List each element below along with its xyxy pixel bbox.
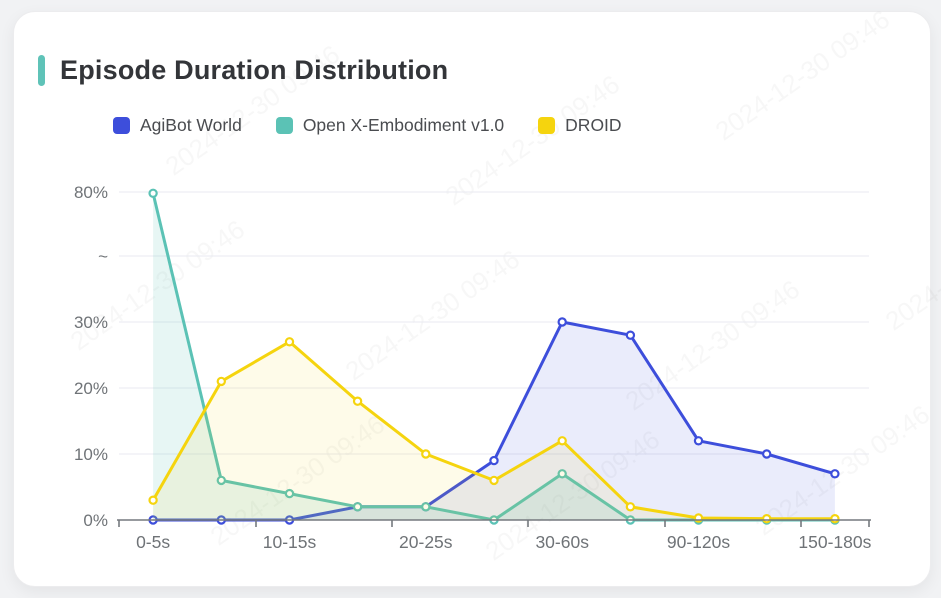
legend-swatch-icon [275,117,293,134]
data-point-agibot-world-9[interactable] [762,449,772,459]
data-point-droid-6[interactable] [557,436,567,446]
data-point-agibot-world-6[interactable] [557,317,567,327]
series-area-agibot-world [153,322,835,520]
legend: AgiBot World Open X-Embodiment v1.0 DROID [113,115,622,136]
data-point-agibot-world-5[interactable] [489,455,499,466]
data-point-open-x-embodiment-v1-0-2[interactable] [284,488,295,499]
data-point-droid-9[interactable] [762,514,772,524]
y-axis-label: 80% [74,183,108,202]
series-area-open-x-embodiment-v1-0 [153,193,835,521]
y-axis-label: 0% [83,511,108,530]
data-point-droid-3[interactable] [352,396,363,406]
x-axis-label: 30-60s [535,532,589,552]
data-point-open-x-embodiment-v1-0-0[interactable] [148,188,158,198]
data-point-open-x-embodiment-v1-0-4[interactable] [421,502,431,512]
data-point-open-x-embodiment-v1-0-3[interactable] [352,502,363,512]
x-axis-label: 90-120s [667,532,730,552]
title-accent-bar [38,55,45,86]
legend-label: AgiBot World [140,115,242,135]
y-axis-break-symbol: ~ [98,247,108,266]
legend-label: Open X-Embodiment v1.0 [302,115,505,135]
data-point-droid-5[interactable] [489,475,499,486]
data-point-droid-2[interactable] [284,337,295,347]
legend-label: DROID [565,115,622,135]
series-area-droid [153,341,835,520]
y-axis-label: 10% [74,445,108,464]
data-point-droid-0[interactable] [148,495,158,505]
title-row: Episode Duration Distribution [38,55,448,86]
legend-item-agibot-world[interactable]: AgiBot World [113,115,242,136]
data-point-agibot-world-10[interactable] [830,469,840,479]
data-point-droid-10[interactable] [830,514,840,524]
data-point-agibot-world-7[interactable] [625,330,636,340]
data-point-droid-7[interactable] [625,502,636,512]
data-point-open-x-embodiment-v1-0-6[interactable] [557,469,567,479]
chart-card [13,11,931,587]
legend-item-open-x-embodiment-v1-0[interactable]: Open X-Embodiment v1.0 [275,115,505,136]
x-axis-label: 20-25s [399,532,453,552]
x-axis-label: 0-5s [136,532,170,552]
y-axis-label: 20% [74,379,108,398]
data-point-droid-1[interactable] [216,376,226,387]
x-axis-label: 150-180s [798,532,871,552]
page-title: Episode Duration Distribution [60,55,449,85]
legend-item-droid[interactable]: DROID [538,115,622,136]
data-point-droid-4[interactable] [421,449,431,459]
data-point-open-x-embodiment-v1-0-1[interactable] [216,475,226,486]
legend-swatch-icon [538,117,556,134]
x-axis-label: 10-15s [263,532,317,552]
data-point-agibot-world-8[interactable] [693,436,704,446]
y-axis-label: 30% [74,313,108,332]
legend-swatch-icon [113,117,130,134]
